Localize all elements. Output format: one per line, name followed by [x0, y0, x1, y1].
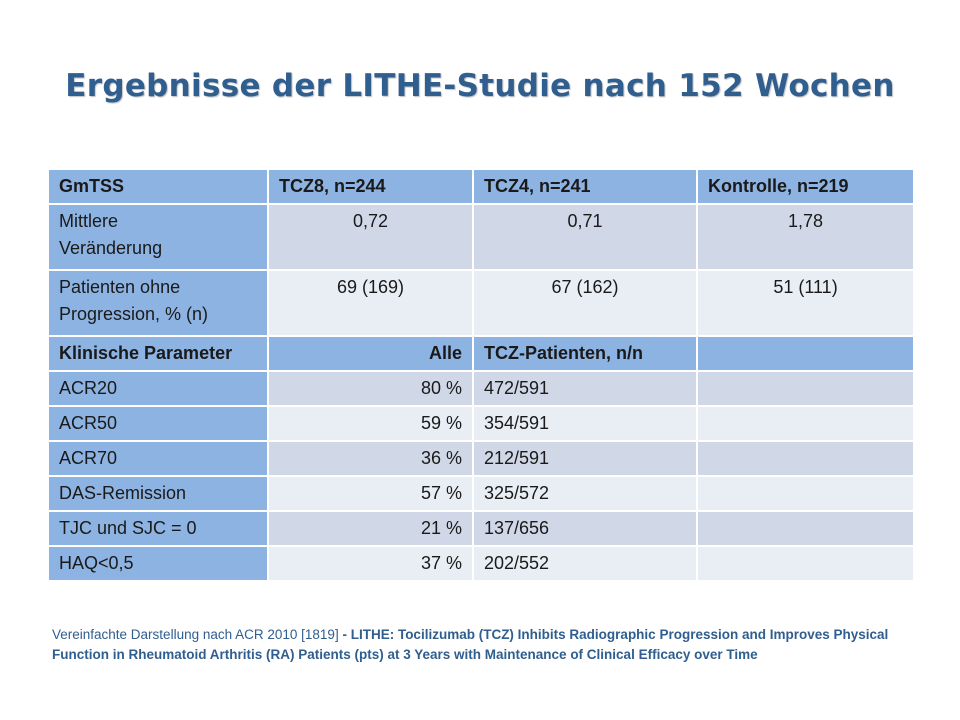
footnote-reference: - LITHE: Tocilizumab (TCZ) Inhibits Radi… [52, 627, 889, 662]
results-table: GmTSS TCZ8, n=244 TCZ4, n=241 Kontrolle,… [47, 168, 915, 582]
table-cell: 21 % [267, 510, 474, 547]
table-cell [696, 545, 915, 582]
table-cell: 80 % [267, 370, 474, 407]
table-row: ACR70 36 % 212/591 [47, 440, 915, 477]
table-cell: 59 % [267, 405, 474, 442]
header-cell: TCZ4, n=241 [472, 168, 698, 205]
header-cell [696, 335, 915, 372]
table-cell: 137/656 [472, 510, 698, 547]
table-row: ACR50 59 % 354/591 [47, 405, 915, 442]
table-cell [696, 370, 915, 407]
table-cell: 1,78 [696, 203, 915, 271]
table-cell [696, 475, 915, 512]
table-row: Mittlere Veränderung 0,72 0,71 1,78 [47, 203, 915, 271]
row-label: DAS-Remission [47, 475, 269, 512]
table-cell: 37 % [267, 545, 474, 582]
table-cell: 36 % [267, 440, 474, 477]
table-row: DAS-Remission 57 % 325/572 [47, 475, 915, 512]
slide-title: Ergebnisse der LITHE-Studie nach 152 Woc… [65, 68, 895, 104]
header-cell: TCZ8, n=244 [267, 168, 474, 205]
table-cell [696, 510, 915, 547]
row-label: ACR50 [47, 405, 269, 442]
table-cell: 212/591 [472, 440, 698, 477]
table-row: HAQ<0,5 37 % 202/552 [47, 545, 915, 582]
table-cell: 57 % [267, 475, 474, 512]
table-cell: 51 (111) [696, 269, 915, 337]
table-row: Patienten ohne Progression, % (n) 69 (169… [47, 269, 915, 337]
table-cell: 0,71 [472, 203, 698, 271]
table-cell [696, 440, 915, 477]
clinical-header-row: Klinische Parameter Alle TCZ-Patienten, … [47, 335, 915, 372]
table-header-row: GmTSS TCZ8, n=244 TCZ4, n=241 Kontrolle,… [47, 168, 915, 205]
table-row: TJC und SJC = 0 21 % 137/656 [47, 510, 915, 547]
header-cell: Klinische Parameter [47, 335, 269, 372]
header-cell: GmTSS [47, 168, 269, 205]
row-label: Mittlere Veränderung [47, 203, 269, 271]
source-footnote: Vereinfachte Darstellung nach ACR 2010 [… [52, 625, 922, 665]
table-cell: 325/572 [472, 475, 698, 512]
table-cell [696, 405, 915, 442]
table-cell: 354/591 [472, 405, 698, 442]
row-label: TJC und SJC = 0 [47, 510, 269, 547]
table-cell: 69 (169) [267, 269, 474, 337]
header-cell: Alle [267, 335, 474, 372]
table-cell: 202/552 [472, 545, 698, 582]
row-label: Patienten ohne Progression, % (n) [47, 269, 269, 337]
table-cell: 472/591 [472, 370, 698, 407]
row-label: ACR20 [47, 370, 269, 407]
table-cell: 0,72 [267, 203, 474, 271]
header-cell: Kontrolle, n=219 [696, 168, 915, 205]
row-label: HAQ<0,5 [47, 545, 269, 582]
header-cell: TCZ-Patienten, n/n [472, 335, 698, 372]
footnote-source: Vereinfachte Darstellung nach ACR 2010 [… [52, 627, 339, 642]
table-cell: 67 (162) [472, 269, 698, 337]
row-label: ACR70 [47, 440, 269, 477]
table-row: ACR20 80 % 472/591 [47, 370, 915, 407]
